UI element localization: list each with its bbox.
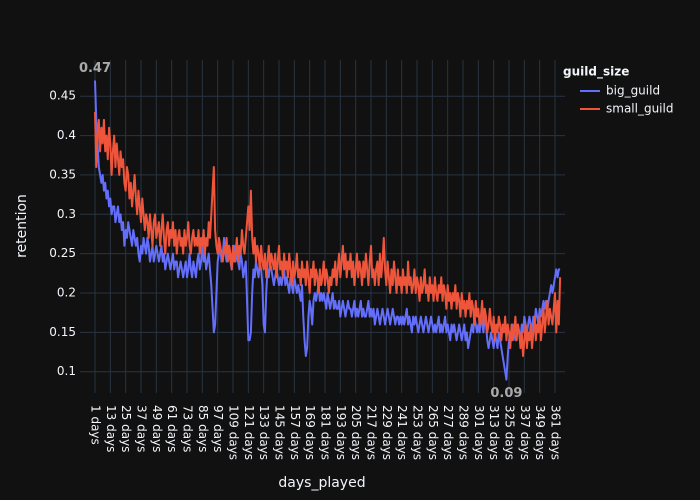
- x-axis-title: days_played: [278, 475, 365, 491]
- x-tick-label: 301 days: [472, 405, 486, 460]
- x-tick-label: 169 days: [303, 405, 317, 460]
- y-tick-label: 0.15: [49, 325, 76, 339]
- x-tick-label: 1 days: [89, 405, 103, 445]
- x-tick-label: 349 days: [533, 405, 547, 460]
- annotation: 0.47: [79, 61, 111, 76]
- x-tick-label: 109 days: [227, 405, 241, 460]
- x-tick-label: 325 days: [503, 405, 517, 460]
- legend-title: guild_size: [563, 65, 629, 80]
- y-tick-label: 0.3: [57, 207, 76, 221]
- x-tick-label: 337 days: [518, 405, 532, 460]
- x-tick-label: 61 days: [165, 405, 179, 452]
- x-tick-label: 241 days: [395, 405, 409, 460]
- x-tick-label: 121 days: [242, 405, 256, 460]
- x-tick-label: 277 days: [441, 405, 455, 460]
- series-line: [94, 80, 561, 381]
- y-tick-label: 0.4: [57, 128, 76, 142]
- x-tick-label: 313 days: [487, 405, 501, 460]
- x-tick-label: 157 days: [288, 405, 302, 460]
- annotation: 0.09: [490, 386, 522, 401]
- y-tick-label: 0.45: [49, 89, 76, 103]
- x-tick-label: 265 days: [426, 405, 440, 460]
- y-axis-title: retention: [14, 194, 30, 258]
- x-tick-label: 289 days: [457, 405, 471, 460]
- y-tick-label: 0.25: [49, 246, 76, 260]
- x-tick-label: 205 days: [349, 405, 363, 460]
- y-tick-label: 0.2: [57, 286, 76, 300]
- x-tick-label: 49 days: [150, 405, 164, 452]
- legend-label: big_guild: [606, 84, 660, 98]
- x-tick-label: 145 days: [273, 405, 287, 460]
- x-tick-label: 217 days: [365, 405, 379, 460]
- y-tick-label: 0.1: [57, 364, 76, 378]
- legend-label: small_guild: [606, 102, 673, 116]
- x-tick-label: 37 days: [135, 405, 149, 452]
- x-tick-label: 181 days: [319, 405, 333, 460]
- x-tick-label: 13 days: [104, 405, 118, 452]
- x-tick-label: 253 days: [411, 405, 425, 460]
- series-line: [94, 111, 562, 357]
- x-tick-label: 25 days: [119, 405, 133, 452]
- y-tick-label: 0.35: [49, 167, 76, 181]
- x-tick-label: 229 days: [380, 405, 394, 460]
- x-tick-label: 133 days: [257, 405, 271, 460]
- x-tick-label: 73 days: [181, 405, 195, 452]
- x-tick-label: 361 days: [549, 405, 563, 460]
- x-tick-label: 97 days: [211, 405, 225, 452]
- x-tick-label: 193 days: [334, 405, 348, 460]
- x-tick-label: 85 days: [196, 405, 210, 452]
